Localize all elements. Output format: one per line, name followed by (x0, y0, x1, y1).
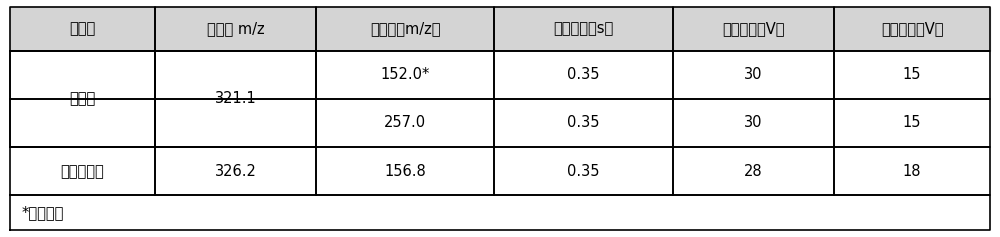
Polygon shape (494, 50, 673, 99)
Polygon shape (10, 195, 990, 230)
Polygon shape (10, 7, 155, 50)
Polygon shape (673, 147, 834, 195)
Text: 驻留时间（s）: 驻留时间（s） (553, 21, 614, 36)
Text: 母离子 m/z: 母离子 m/z (207, 21, 264, 36)
Polygon shape (494, 147, 673, 195)
Text: 18: 18 (903, 164, 921, 179)
Polygon shape (155, 50, 316, 99)
Text: 0.35: 0.35 (567, 115, 600, 130)
Polygon shape (834, 7, 990, 50)
Polygon shape (673, 50, 834, 99)
Polygon shape (10, 50, 155, 147)
Text: 321.1: 321.1 (215, 91, 256, 106)
Polygon shape (834, 50, 990, 99)
Text: 152.0*: 152.0* (381, 67, 430, 82)
Text: 氘代氯霉素: 氘代氯霉素 (61, 164, 104, 179)
Polygon shape (316, 147, 494, 195)
Polygon shape (155, 7, 316, 50)
Text: 15: 15 (903, 67, 921, 82)
Polygon shape (494, 7, 673, 50)
Polygon shape (834, 147, 990, 195)
Polygon shape (494, 99, 673, 147)
Text: 326.2: 326.2 (215, 164, 256, 179)
Polygon shape (155, 50, 316, 147)
Text: 化合物: 化合物 (69, 21, 96, 36)
Text: 28: 28 (744, 164, 763, 179)
Polygon shape (155, 99, 316, 147)
Text: 锥孔电压（V）: 锥孔电压（V） (722, 21, 785, 36)
Polygon shape (10, 50, 155, 99)
Polygon shape (316, 7, 494, 50)
Text: 156.8: 156.8 (384, 164, 426, 179)
Text: 15: 15 (903, 115, 921, 130)
Text: 257.0: 257.0 (384, 115, 426, 130)
Text: *用于定量: *用于定量 (22, 205, 64, 220)
Polygon shape (316, 50, 494, 99)
Text: 30: 30 (744, 67, 763, 82)
Polygon shape (673, 99, 834, 147)
Polygon shape (673, 7, 834, 50)
Text: 子离子（m/z）: 子离子（m/z） (370, 21, 441, 36)
Polygon shape (834, 99, 990, 147)
Polygon shape (10, 147, 155, 195)
Text: 0.35: 0.35 (567, 67, 600, 82)
Text: 碰撞电压（V）: 碰撞电压（V） (881, 21, 943, 36)
Text: 30: 30 (744, 115, 763, 130)
Text: 0.35: 0.35 (567, 164, 600, 179)
Text: 氯霉素: 氯霉素 (69, 91, 96, 106)
Polygon shape (155, 147, 316, 195)
Polygon shape (10, 99, 155, 147)
Polygon shape (316, 99, 494, 147)
